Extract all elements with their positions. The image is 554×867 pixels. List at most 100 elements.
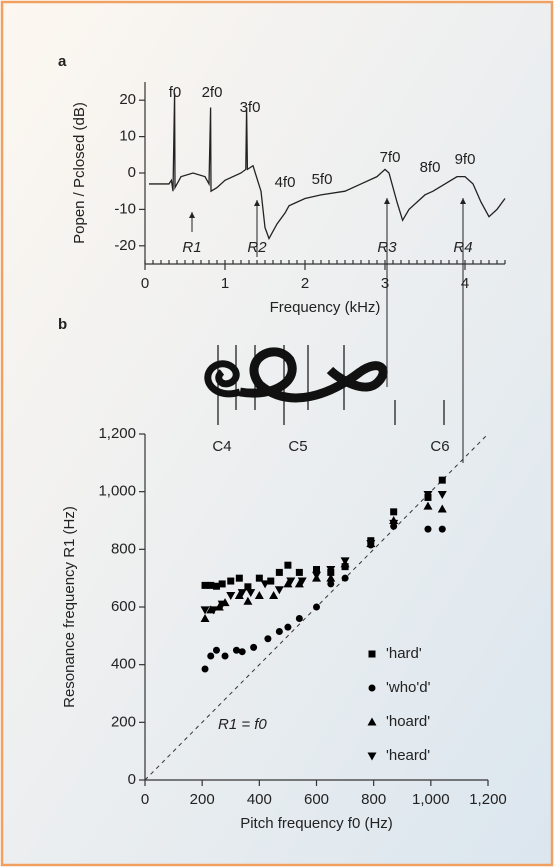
y-tick-label: 200 (111, 713, 136, 730)
data-point (207, 652, 215, 660)
data-point (423, 491, 433, 500)
harmonic-label: 4f0 (275, 174, 296, 191)
arrow-head (189, 212, 195, 218)
data-point (232, 646, 240, 654)
data-point (295, 615, 303, 623)
data-point (341, 574, 349, 582)
harmonic-label: 2f0 (202, 84, 223, 101)
legend-marker (368, 684, 376, 692)
x-tick-label: 1,000 (412, 791, 450, 808)
data-point (438, 476, 446, 484)
x-tick-label: 400 (247, 791, 272, 808)
arrow-head (384, 198, 390, 204)
x-axis-label: Pitch frequency f0 (Hz) (240, 815, 393, 832)
data-point (250, 643, 258, 651)
x-tick-label: 200 (190, 791, 215, 808)
legend-marker (367, 717, 377, 726)
legend-label: 'heard' (386, 747, 430, 764)
data-point (226, 591, 236, 600)
data-point (326, 566, 336, 575)
y-axis-label: Popen / Pclosed (dB) (71, 102, 88, 244)
data-point (237, 589, 247, 598)
data-point (227, 577, 235, 585)
data-point (267, 577, 275, 585)
data-point (214, 602, 224, 611)
legend-marker (368, 650, 376, 658)
data-point (209, 606, 219, 615)
y-tick-label: -10 (114, 200, 136, 217)
data-point (327, 580, 335, 588)
data-point (201, 581, 209, 589)
harmonic-label: 9f0 (455, 151, 476, 168)
data-point (235, 574, 243, 582)
y-tick-label: -20 (114, 237, 136, 254)
data-point (275, 628, 283, 636)
arrow-head (254, 200, 260, 206)
note-label: C4 (212, 438, 231, 455)
data-point (221, 652, 229, 660)
y-tick-label: 20 (119, 91, 136, 108)
harmonic-label: 5f0 (312, 171, 333, 188)
x-axis-label: Frequency (kHz) (270, 299, 381, 316)
data-point (286, 577, 296, 586)
data-point (254, 590, 264, 599)
panel-label: a (58, 53, 67, 70)
data-point (264, 635, 272, 643)
y-tick-label: 800 (111, 540, 136, 557)
legend-marker (367, 752, 377, 761)
data-point (423, 501, 433, 510)
y-tick-label: 400 (111, 656, 136, 673)
note-label: C6 (430, 438, 449, 455)
data-point (313, 603, 320, 611)
harmonic-label: 7f0 (380, 149, 401, 166)
y-tick-label: 0 (128, 771, 136, 788)
harmonic-label: 3f0 (240, 99, 261, 116)
data-point (294, 579, 304, 588)
data-point (201, 665, 209, 673)
identity-annotation: R1 = f0 (218, 716, 267, 733)
x-tick-label: 2 (301, 275, 309, 292)
harmonic-label: f0 (169, 84, 182, 101)
data-point (424, 525, 432, 533)
spectrum-line (149, 92, 506, 241)
legend-label: 'hard' (386, 645, 422, 662)
data-point (200, 614, 210, 623)
data-point (389, 519, 399, 528)
x-tick-label: 0 (141, 791, 149, 808)
treble-clef (204, 345, 445, 425)
data-point (284, 623, 292, 631)
x-tick-label: 4 (461, 275, 469, 292)
legend-label: 'who'd' (386, 679, 431, 696)
y-tick-label: 0 (128, 164, 136, 181)
y-tick-label: 10 (119, 128, 136, 145)
data-point (255, 574, 263, 582)
x-tick-label: 3 (381, 275, 389, 292)
x-tick-label: 1 (221, 275, 229, 292)
data-point (243, 596, 253, 605)
data-point (207, 581, 215, 589)
data-point (295, 568, 303, 576)
data-point (297, 577, 307, 586)
y-axis-label: Resonance frequency R1 (Hz) (61, 506, 78, 708)
x-tick-label: 0 (141, 275, 149, 292)
data-point (438, 525, 446, 533)
data-point (437, 504, 447, 513)
x-tick-label: 800 (361, 791, 386, 808)
data-point (260, 580, 270, 589)
data-point (437, 491, 447, 500)
y-tick-label: 1,200 (98, 425, 136, 442)
data-point (274, 586, 284, 595)
x-tick-label: 1,200 (469, 791, 507, 808)
resonance-label: R1 (182, 239, 201, 256)
data-point (284, 561, 292, 569)
data-point (217, 600, 227, 609)
data-point (238, 648, 246, 656)
y-tick-label: 600 (111, 598, 136, 615)
harmonic-label: 8f0 (420, 159, 441, 176)
data-point (234, 590, 244, 599)
data-point (200, 606, 210, 615)
data-point (312, 571, 321, 580)
x-tick-label: 600 (304, 791, 329, 808)
